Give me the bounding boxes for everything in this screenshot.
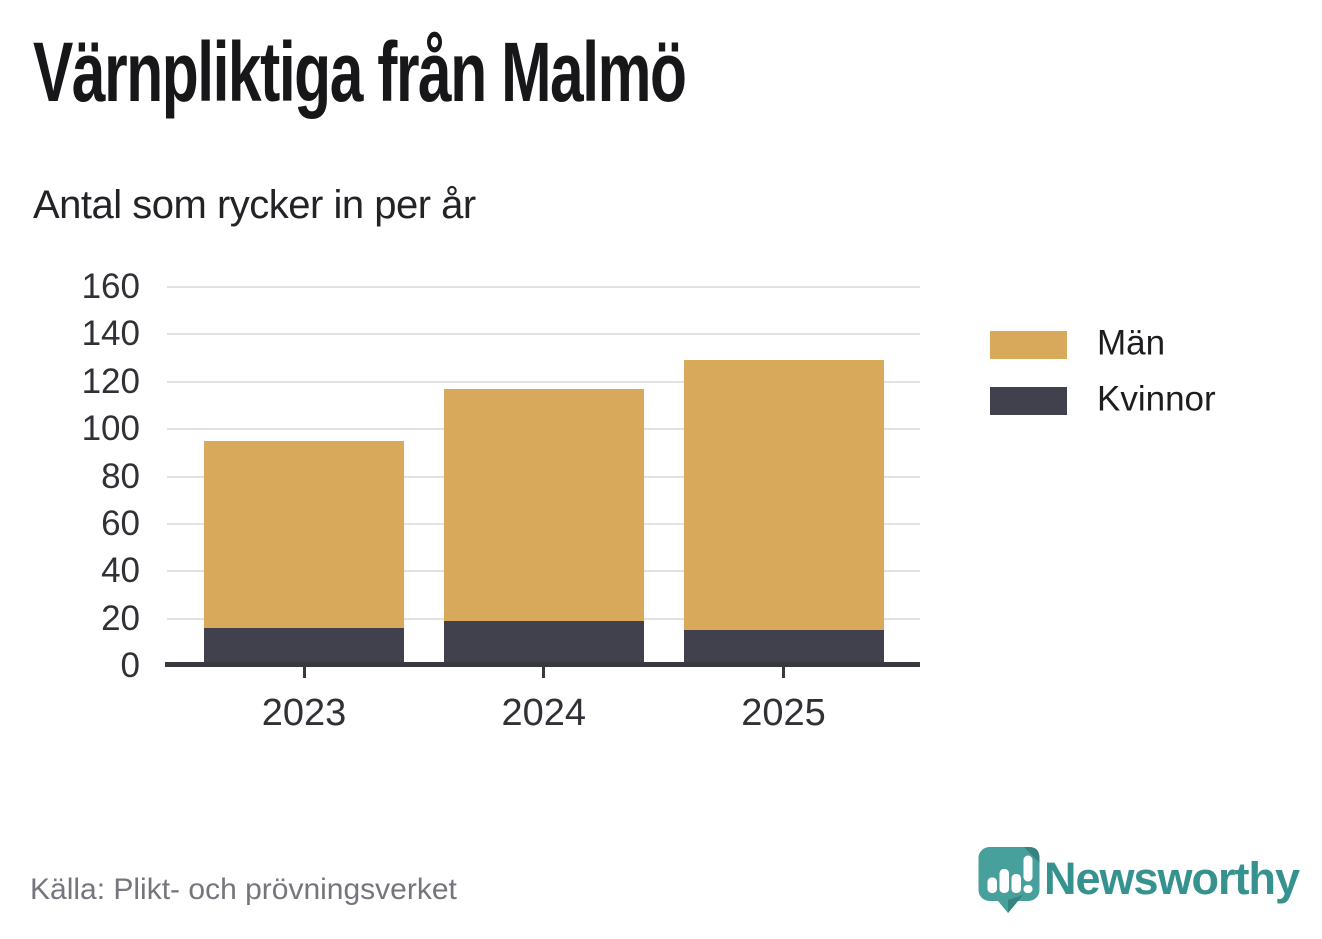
chart-title: Värnpliktiga från Malmö xyxy=(33,25,687,119)
legend-swatch-man xyxy=(990,331,1067,359)
bar-2024-män xyxy=(443,388,644,621)
legend-swatch-kvinnor xyxy=(990,387,1067,415)
legend-label-man: Män xyxy=(1097,323,1166,363)
x-axis-tick xyxy=(302,667,306,678)
bar-2025-kvinnor xyxy=(683,630,884,666)
y-axis-tick-label: 160 xyxy=(81,267,140,306)
bar-2024-kvinnor xyxy=(443,620,644,666)
newsworthy-wordmark: Newsworthy xyxy=(1044,853,1300,904)
y-axis-tick-label: 60 xyxy=(101,503,140,543)
chart-subtitle: Antal som rycker in per år xyxy=(33,183,476,227)
y-axis-tick-label: 140 xyxy=(81,314,140,354)
y-axis-tick-label: 80 xyxy=(101,456,140,496)
x-axis-tick-label: 2023 xyxy=(261,692,347,734)
y-axis-tick-label: 120 xyxy=(81,361,140,401)
gridline xyxy=(167,333,920,336)
x-axis-tick-label: 2024 xyxy=(501,692,587,734)
gridline xyxy=(167,380,920,383)
source-note: Källa: Plikt- och prövningsverket xyxy=(30,873,457,906)
bar-2023-kvinnor xyxy=(204,628,404,666)
x-axis-tick xyxy=(542,667,546,678)
gridline xyxy=(167,286,920,288)
x-axis-line xyxy=(165,662,920,667)
x-axis-tick xyxy=(782,667,785,678)
y-axis-tick-label: 40 xyxy=(101,551,140,591)
x-axis-tick-label: 2025 xyxy=(741,692,826,734)
legend-label-kvinnor: Kvinnor xyxy=(1097,379,1216,419)
y-axis-tick-label: 100 xyxy=(81,409,140,449)
bar-2025-män xyxy=(683,360,884,631)
newsworthy-logo-icon xyxy=(978,847,1040,913)
y-axis-tick-label: 0 xyxy=(120,646,140,685)
bar-2023-män xyxy=(204,440,404,629)
y-axis-tick-label: 20 xyxy=(101,598,140,638)
